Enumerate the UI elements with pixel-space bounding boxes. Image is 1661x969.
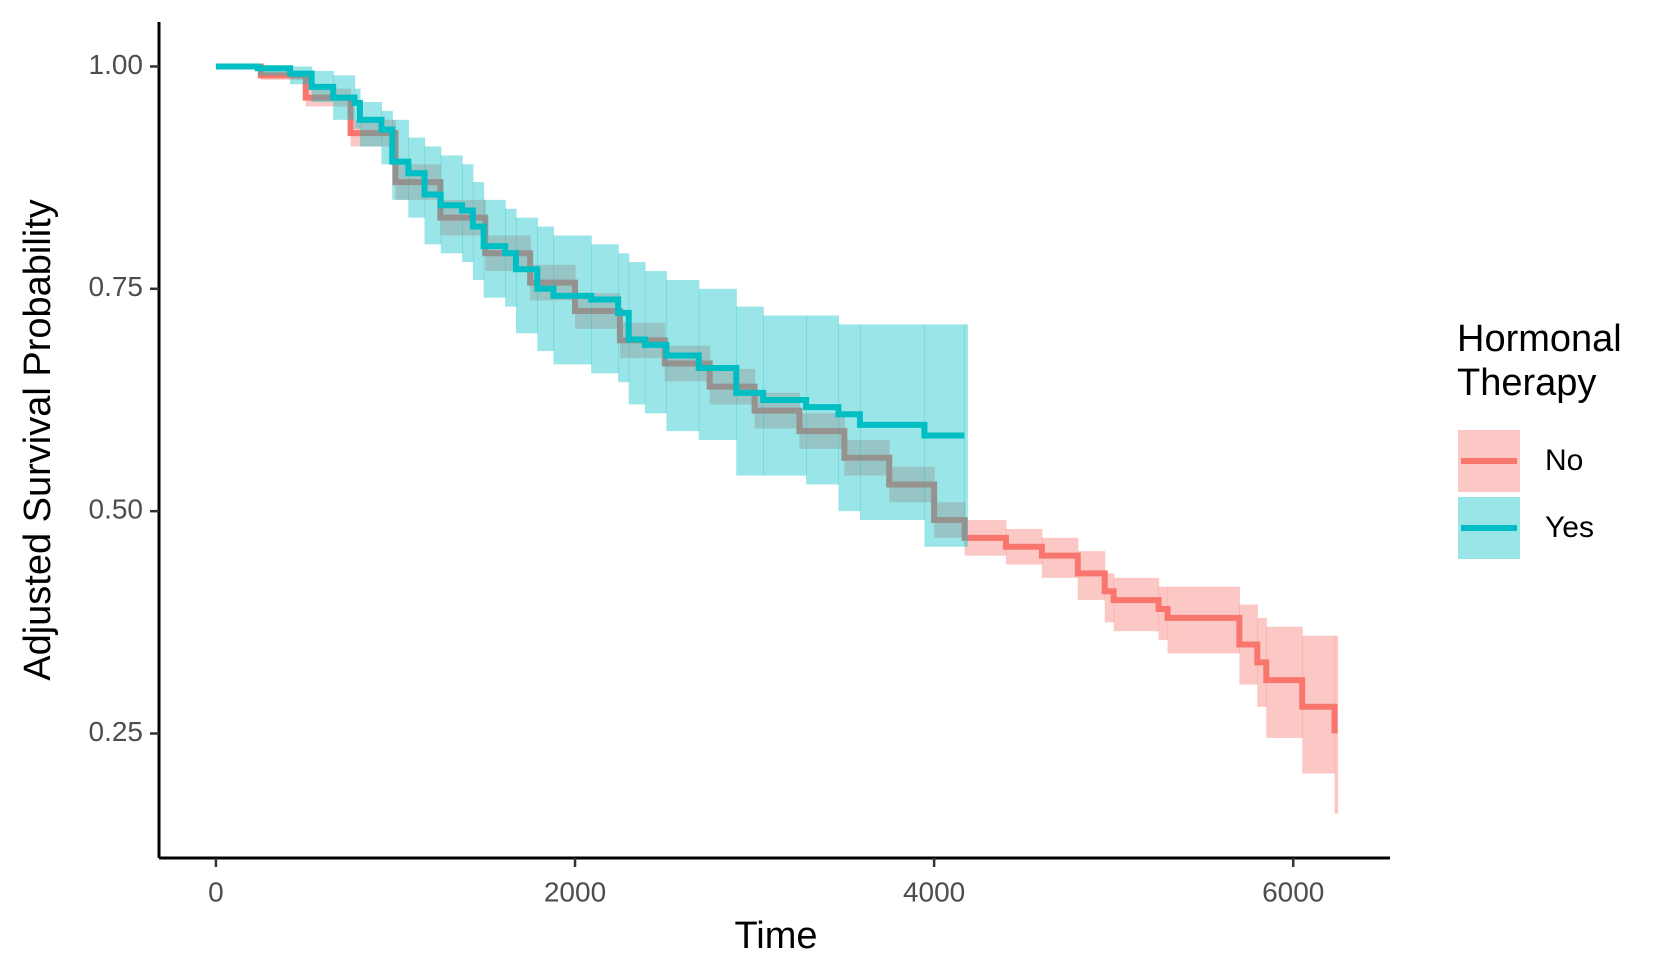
confidence-band bbox=[1104, 573, 1115, 623]
survival-line bbox=[215, 63, 965, 439]
confidence-band bbox=[763, 315, 807, 476]
confidence-band bbox=[806, 315, 840, 485]
x-tick-label: 0 bbox=[208, 876, 224, 907]
x-axis-title: Time bbox=[734, 915, 817, 957]
confidence-band bbox=[838, 324, 861, 512]
legend-title: Hormonal Therapy bbox=[1457, 318, 1622, 404]
confidence-band bbox=[408, 137, 426, 218]
y-axis-title: Adjusted Survival Probability bbox=[17, 199, 59, 681]
confidence-band bbox=[505, 208, 517, 307]
x-tick-label: 4000 bbox=[903, 876, 965, 907]
confidence-band bbox=[472, 182, 485, 280]
y-tick-label: 0.25 bbox=[89, 716, 144, 747]
confidence-band bbox=[698, 288, 737, 440]
confidence-band bbox=[553, 235, 592, 365]
y-tick-label: 0.75 bbox=[89, 271, 144, 302]
legend-label: No bbox=[1545, 444, 1583, 477]
confidence-band bbox=[618, 253, 630, 383]
confidence-band bbox=[964, 324, 968, 547]
confidence-band bbox=[591, 244, 619, 374]
x-tick-label: 6000 bbox=[1262, 876, 1324, 907]
confidence-band bbox=[1113, 577, 1160, 632]
confidence-band bbox=[359, 102, 383, 147]
y-tick-label: 1.00 bbox=[89, 49, 144, 80]
legend-label: Yes bbox=[1545, 511, 1594, 544]
x-tick-label: 2000 bbox=[544, 876, 606, 907]
confidence-band bbox=[1158, 586, 1169, 641]
confidence-band bbox=[515, 217, 538, 334]
confidence-band bbox=[628, 262, 646, 405]
y-tick-label: 0.50 bbox=[89, 494, 144, 525]
confidence-band bbox=[381, 110, 393, 165]
